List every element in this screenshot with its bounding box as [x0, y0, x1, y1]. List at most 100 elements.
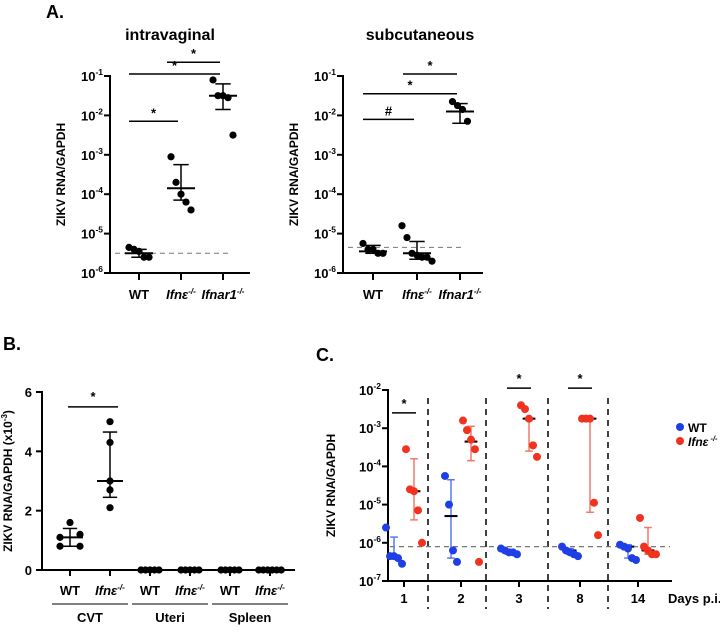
y-tick-label: 6 [25, 385, 32, 400]
y-tick-label: 10-5 [314, 225, 336, 242]
data-point [379, 249, 387, 257]
data-point [229, 131, 237, 139]
y-tick-label: 10-5 [81, 225, 103, 242]
ifne-ko-data-point [652, 550, 660, 559]
x-tick-label: Ifnε-/- [175, 583, 205, 598]
ifne-ko-data-point [533, 452, 541, 461]
legend-marker-wt [676, 423, 684, 431]
legend-label: WT [688, 421, 707, 435]
data-point [66, 518, 74, 527]
wt-data-point [513, 550, 521, 559]
y-tick-label: 10-3 [359, 419, 381, 436]
x-tick-label: Ifnar1-/- [438, 287, 481, 302]
ifne-ko-data-point [410, 487, 418, 496]
data-point [369, 245, 377, 253]
data-point [167, 153, 175, 161]
data-point [106, 486, 114, 494]
chart-title: subcutaneous [366, 27, 475, 44]
panel-label-a: A. [46, 2, 64, 22]
ifne-ko-data-point [414, 506, 422, 515]
data-point [76, 530, 84, 539]
y-tick-label: 10-2 [314, 106, 336, 123]
wt-data-point [382, 523, 390, 532]
x-tick-label: 8 [576, 591, 583, 606]
significance-label: * [401, 396, 407, 411]
data-point [214, 92, 222, 100]
y-tick-label: 10-2 [359, 381, 381, 398]
data-point [172, 178, 180, 186]
y-tick-label: 4 [25, 444, 33, 459]
x-tick-label: WT [129, 287, 149, 302]
data-point [374, 249, 382, 257]
ifne-ko-data-point [402, 445, 410, 454]
data-point [453, 101, 462, 110]
data-point [155, 566, 163, 574]
data-point [423, 253, 431, 261]
x-tick-label: Ifnε-/- [95, 583, 125, 598]
x-tick-label: Ifnε-/- [166, 287, 196, 302]
y-axis-label: ZIKV RNA/GAPDH [324, 434, 338, 537]
wt-data-point [453, 557, 461, 566]
x-axis-label: Days p.i. [668, 591, 720, 606]
data-point [145, 253, 153, 261]
significance-label: # [385, 103, 393, 118]
significance-label: * [577, 371, 583, 386]
data-point [106, 418, 114, 426]
group-label: Spleen [229, 610, 272, 625]
x-tick-label: 1 [400, 591, 407, 606]
y-tick-label: 10-6 [314, 264, 336, 281]
data-point [418, 253, 426, 261]
data-point [463, 117, 472, 125]
ifne-ko-data-point [525, 414, 533, 423]
y-tick-label: 10-2 [81, 106, 103, 123]
data-point [187, 206, 195, 214]
ifne-ko-data-point [459, 416, 467, 425]
data-point [56, 533, 64, 541]
data-point [364, 245, 372, 253]
wt-data-point [632, 555, 640, 564]
data-point [56, 542, 64, 550]
data-point [106, 477, 114, 485]
data-point [235, 566, 243, 574]
chart-title: intravaginal [125, 27, 215, 44]
y-axis-label: ZIKV RNA/GAPDH (x10-3) [0, 410, 15, 552]
y-tick-label: 10-1 [81, 67, 103, 84]
significance-label: * [427, 58, 433, 73]
x-tick-label: WT [363, 287, 383, 302]
group-label: CVT [77, 610, 103, 625]
legend-label: Ifnε -/- [688, 434, 718, 449]
ifne-ko-data-point [418, 538, 426, 547]
x-tick-label: Ifnε-/- [255, 583, 285, 598]
data-point [135, 247, 143, 255]
data-point [224, 94, 232, 102]
wt-data-point [398, 559, 406, 568]
data-point [106, 504, 114, 512]
ifne-ko-data-point [586, 414, 594, 423]
y-tick-label: 10-6 [81, 264, 103, 281]
data-point [209, 76, 217, 84]
x-tick-label: WT [60, 583, 80, 598]
x-tick-label: Ifnar1-/- [201, 287, 244, 302]
y-tick-label: 10-5 [359, 496, 381, 513]
significance-label: * [407, 78, 413, 93]
data-point [140, 253, 148, 261]
y-tick-label: 10-4 [359, 457, 381, 474]
chart-layer: intravaginal 10-1 10-2 10-3 10-4 10-5 10-6 ZIKV… [0, 27, 720, 625]
y-tick-label: 10-1 [314, 67, 336, 84]
data-point [428, 257, 436, 265]
y-tick-label: 10-6 [359, 534, 381, 551]
y-tick-label: 10-3 [81, 146, 103, 163]
data-point [458, 105, 467, 114]
data-point [359, 239, 367, 248]
data-point [195, 566, 203, 574]
x-tick-label: 2 [457, 591, 464, 606]
data-point [398, 222, 406, 230]
y-tick-label: 0 [25, 563, 32, 578]
x-tick-label: Ifnε-/- [402, 287, 432, 302]
data-point [177, 190, 185, 198]
wt-data-point [445, 500, 453, 509]
wt-data-point [441, 471, 449, 480]
x-tick-label: 3 [515, 591, 522, 606]
wt-data-point [449, 546, 457, 555]
